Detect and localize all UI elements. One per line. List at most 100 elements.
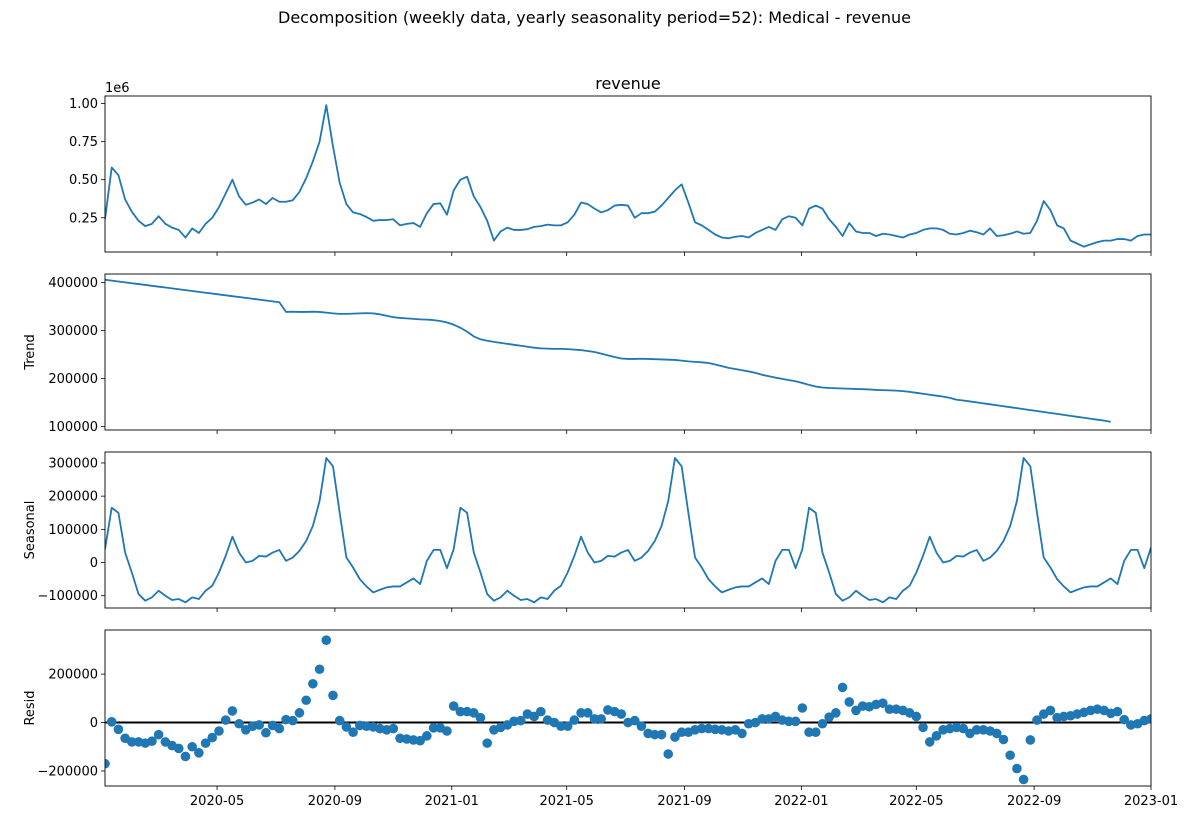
resid-point [629, 715, 640, 726]
y-tick-label: 200000 [48, 490, 98, 505]
y-axis-label: Trend [23, 334, 38, 371]
panel-observed: 0.25 0.50 0.75 1.00 revenue 1e6 [69, 74, 1152, 256]
series-line-trend [105, 278, 1111, 423]
x-tick-label: 2021-05 [540, 794, 594, 809]
resid-point [475, 712, 486, 723]
resid-point [173, 743, 184, 754]
resid-point [428, 723, 439, 733]
x-tick-label: 2022-05 [889, 794, 943, 809]
resid-point [837, 682, 848, 693]
resid-point [1005, 750, 1015, 761]
panel-resid: −200000 0 200000 2020-05 2020-09 2021-01 2021-… [23, 629, 1178, 809]
y-tick-label: 0.50 [69, 173, 98, 188]
y-tick-label: 200000 [48, 372, 98, 387]
resid-point [569, 715, 580, 725]
resid-point [127, 737, 137, 747]
resid-point [187, 741, 197, 752]
resid-point [877, 698, 888, 708]
resid-point [991, 728, 1002, 739]
y-tick-label: 100000 [48, 523, 98, 538]
resid-point [911, 711, 922, 722]
resid-point [227, 706, 238, 716]
y-tick-label: 300000 [48, 456, 98, 471]
resid-point [194, 748, 204, 758]
resid-point [180, 751, 191, 762]
resid-point [455, 706, 466, 717]
resid-point [810, 727, 821, 738]
resid-point [784, 716, 794, 727]
axes-frame [104, 273, 1152, 431]
resid-point [971, 725, 982, 735]
resid-point [931, 731, 942, 741]
resid-point [616, 709, 627, 719]
x-tick-label: 2020-05 [190, 794, 244, 809]
resid-point [348, 727, 358, 738]
resid-point [328, 690, 338, 701]
x-tick-label: 2023-01 [1124, 794, 1178, 809]
resid-point [448, 701, 459, 711]
panel-trend: 100000 200000 300000 400000 Trend [23, 273, 1152, 435]
resid-point [113, 724, 124, 735]
resid-point [844, 697, 855, 707]
y-tick-label: 0 [90, 716, 98, 731]
resid-point [220, 715, 231, 725]
resid-point [515, 715, 526, 726]
resid-point [576, 708, 586, 718]
resid-point [207, 732, 218, 743]
resid-point [294, 708, 305, 718]
y-tick-label: 0.25 [69, 211, 98, 226]
resid-point [924, 737, 935, 747]
resid-point [214, 726, 224, 736]
resid-point [562, 721, 573, 731]
resid-point [556, 721, 566, 731]
resid-point [663, 749, 674, 759]
resid-point [656, 729, 667, 740]
y-axis-label: Resid [23, 690, 38, 725]
resid-point [636, 721, 647, 731]
resid-point [529, 711, 539, 722]
resid-point [321, 635, 332, 645]
axes-frame [104, 629, 1152, 787]
resid-point [388, 723, 399, 734]
resid-point [422, 731, 432, 741]
resid-point [757, 714, 767, 724]
resid-point [536, 706, 546, 717]
series-line-observed [105, 104, 1151, 248]
resid-point [589, 714, 600, 724]
resid-point [274, 723, 285, 734]
resid-point [804, 727, 814, 738]
resid-point [831, 708, 841, 718]
y-tick-label: 1.00 [69, 97, 98, 112]
resid-point [884, 704, 895, 715]
resid-point [596, 714, 606, 724]
panel-seasonal: −100000 0 100000 200000 300000 Seasonal [23, 451, 1152, 612]
resid-point [334, 715, 345, 726]
resid-point [341, 722, 352, 732]
resid-point [254, 720, 265, 730]
resid-point [482, 738, 492, 748]
resid-point [696, 723, 707, 734]
resid-point [261, 727, 271, 738]
resid-point [650, 729, 660, 740]
x-tick-label: 2020-09 [308, 794, 362, 809]
axes-frame [104, 95, 1152, 253]
resid-point [105, 758, 110, 769]
y-tick-label: 100000 [48, 420, 98, 435]
resid-point [147, 736, 157, 746]
resid-point [918, 722, 928, 733]
resid-point [1018, 774, 1029, 785]
resid-point [998, 734, 1009, 745]
resid-point [958, 723, 969, 734]
resid-point [415, 735, 425, 746]
resid-point [200, 738, 211, 748]
x-tick-label: 2022-01 [774, 794, 828, 809]
resid-point [1025, 735, 1036, 745]
resid-point [582, 708, 593, 718]
series-observed [105, 104, 1151, 248]
y-tick-label: 400000 [48, 276, 98, 291]
resid-point [1112, 706, 1123, 717]
resid-point [301, 695, 311, 706]
resid-point [1119, 714, 1129, 725]
resid-point [797, 703, 808, 713]
